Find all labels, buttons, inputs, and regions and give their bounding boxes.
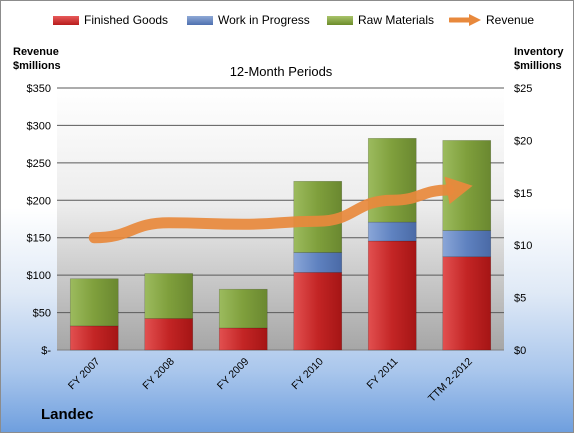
bar-finished-goods — [144, 318, 194, 351]
x-axis-labels: FY 2007 FY 2008 FY 2009 FY 2010 FY 2011 TTM 2… — [66, 356, 475, 405]
legend-work-in-progress: Work in Progress — [187, 13, 310, 27]
legend-revenue: Revenue — [449, 13, 534, 27]
bar-finished-goods — [218, 327, 268, 351]
x-tick-label: FY 2010 — [289, 356, 326, 393]
gridlines — [57, 87, 504, 351]
bar-raw-materials — [69, 278, 119, 327]
left-tick-label: $50 — [33, 308, 51, 320]
bar-raw-materials — [144, 273, 194, 319]
legend: Finished Goods Work in Progress Raw Mate… — [1, 13, 574, 33]
legend-raw-swatch — [327, 15, 353, 25]
company-name: Landec — [41, 406, 94, 423]
legend-raw-label: Raw Materials — [358, 13, 435, 27]
bars — [69, 138, 492, 351]
bar-work-in-progress — [442, 230, 492, 258]
right-tick-label: $25 — [514, 83, 532, 95]
left-tick-label: $200 — [27, 195, 51, 207]
left-axis-title-line1: Revenue — [13, 46, 59, 58]
right-tick-label: $15 — [514, 188, 532, 200]
legend-finished-swatch — [53, 15, 79, 25]
bar-work-in-progress — [293, 252, 343, 273]
x-tick-label: FY 2009 — [215, 356, 252, 393]
left-tick-label: $100 — [27, 270, 51, 282]
right-axis-title-line1: Inventory — [514, 46, 564, 58]
left-tick-label: $- — [41, 345, 51, 357]
bar-raw-materials — [367, 138, 417, 223]
right-tick-label: $20 — [514, 135, 532, 147]
left-tick-label: $250 — [27, 158, 51, 170]
right-axis-title: Inventory $millions — [514, 45, 564, 73]
left-tick-label: $150 — [27, 233, 51, 245]
right-tick-label: $10 — [514, 240, 532, 252]
legend-raw-materials: Raw Materials — [327, 13, 434, 27]
x-tick-label: FY 2008 — [140, 356, 177, 393]
bar-raw-materials — [218, 288, 268, 329]
bar-finished-goods — [442, 256, 492, 351]
bar-work-in-progress — [367, 221, 417, 242]
legend-revenue-arrow-icon — [449, 14, 481, 26]
legend-revenue-label: Revenue — [486, 13, 535, 27]
legend-finished-label: Finished Goods — [84, 13, 169, 27]
x-tick-label: FY 2011 — [364, 356, 400, 392]
bar-finished-goods — [367, 240, 417, 351]
left-axis-ticks: $- $50 $100 $150 $200 $250 $300 $350 — [27, 83, 52, 357]
left-axis-title: Revenue $millions — [13, 45, 61, 73]
right-tick-label: $5 — [514, 293, 526, 305]
chart-title: 12-Month Periods — [230, 64, 333, 79]
right-axis-ticks: $0 $5 $10 $15 $20 $25 — [514, 83, 532, 357]
legend-wip-swatch — [187, 15, 213, 25]
revenue-arrowhead-icon — [444, 176, 473, 205]
revenue-line-path — [88, 184, 455, 244]
legend-wip-label: Work in Progress — [218, 13, 310, 27]
right-axis-title-line2: $millions — [514, 60, 562, 72]
legend-finished-goods: Finished Goods — [53, 13, 168, 27]
left-tick-label: $350 — [27, 83, 51, 95]
bar-finished-goods — [293, 272, 343, 351]
right-tick-label: $0 — [514, 345, 526, 357]
left-tick-label: $300 — [27, 120, 51, 132]
left-axis-title-line2: $millions — [13, 60, 61, 72]
x-tick-label: TTM 2-2012 — [426, 356, 475, 405]
x-tick-label: FY 2007 — [66, 356, 103, 393]
revenue-line — [88, 176, 473, 244]
bar-finished-goods — [69, 325, 119, 351]
